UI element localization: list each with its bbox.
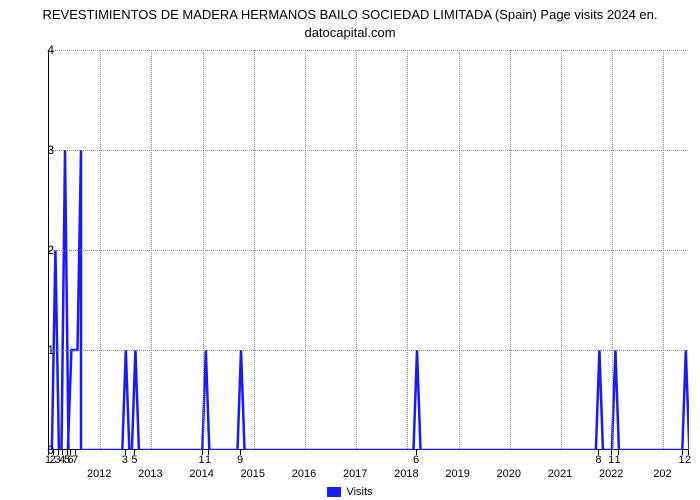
x-axis-year-label: 2022 (599, 468, 623, 480)
x-axis-year-label: 2014 (189, 468, 213, 480)
x-axis-sub-label: 1 (199, 454, 205, 466)
x-axis-year-label: 2012 (87, 468, 111, 480)
gridline-h (49, 150, 688, 151)
gridline-v (407, 50, 408, 449)
x-tick (125, 450, 126, 455)
y-axis-label: 3 (14, 143, 54, 157)
x-tick (75, 450, 76, 455)
x-axis-year-label: 2016 (292, 468, 316, 480)
x-axis-year-label: 2015 (241, 468, 265, 480)
x-axis-sub-label: 1 (205, 454, 211, 466)
y-axis-label: 4 (14, 43, 54, 57)
x-tick (202, 450, 203, 455)
chart-title: REVESTIMIENTOS DE MADERA HERMANOS BAILO … (0, 6, 700, 41)
x-tick (688, 450, 689, 455)
x-tick (208, 450, 209, 455)
x-tick (618, 450, 619, 455)
x-axis-sub-label: 5 (131, 454, 137, 466)
title-line-1: REVESTIMIENTOS DE MADERA HERMANOS BAILO … (42, 7, 657, 22)
gridline-v (305, 50, 306, 449)
x-axis-sub-label: 1 (615, 454, 621, 466)
gridline-v (459, 50, 460, 449)
x-axis-year-label: 2020 (497, 468, 521, 480)
visits-line (49, 150, 689, 450)
x-tick (682, 450, 683, 455)
x-axis-sub-label: 8 (595, 454, 601, 466)
x-axis-year-label: 2013 (138, 468, 162, 480)
gridline-h (49, 50, 688, 51)
y-axis-label: 1 (14, 343, 54, 357)
x-axis-sub-label: 2 (685, 454, 691, 466)
x-axis-year-label: 202 (653, 468, 671, 480)
x-tick (240, 450, 241, 455)
x-axis-year-label: 2019 (445, 468, 469, 480)
gridline-v (203, 50, 204, 449)
gridline-h (49, 350, 688, 351)
gridline-v (151, 50, 152, 449)
x-axis-sub-label: 3 (122, 454, 128, 466)
gridline-h (49, 250, 688, 251)
x-tick (416, 450, 417, 455)
y-axis-label: 2 (14, 243, 54, 257)
x-tick (611, 450, 612, 455)
gridline-v (356, 50, 357, 449)
gridline-v (612, 50, 613, 449)
plot-area (48, 50, 688, 450)
gridline-v (100, 50, 101, 449)
x-axis-sub-label: 6 (413, 454, 419, 466)
legend-label: Visits (346, 486, 372, 498)
x-tick (598, 450, 599, 455)
x-axis-sub-label: 7 (72, 454, 78, 466)
x-axis-sub-label: 1 (679, 454, 685, 466)
gridline-v (561, 50, 562, 449)
x-axis-year-label: 2021 (548, 468, 572, 480)
legend-swatch (327, 487, 341, 497)
gridline-v (663, 50, 664, 449)
gridline-v (510, 50, 511, 449)
title-line-2: datocapital.com (304, 25, 395, 40)
x-axis-sub-label: 1 (608, 454, 614, 466)
x-tick (134, 450, 135, 455)
x-axis-sub-label: 9 (237, 454, 243, 466)
x-axis-year-label: 2017 (343, 468, 367, 480)
x-axis-year-label: 2018 (394, 468, 418, 480)
gridline-v (254, 50, 255, 449)
legend: Visits (0, 486, 700, 498)
